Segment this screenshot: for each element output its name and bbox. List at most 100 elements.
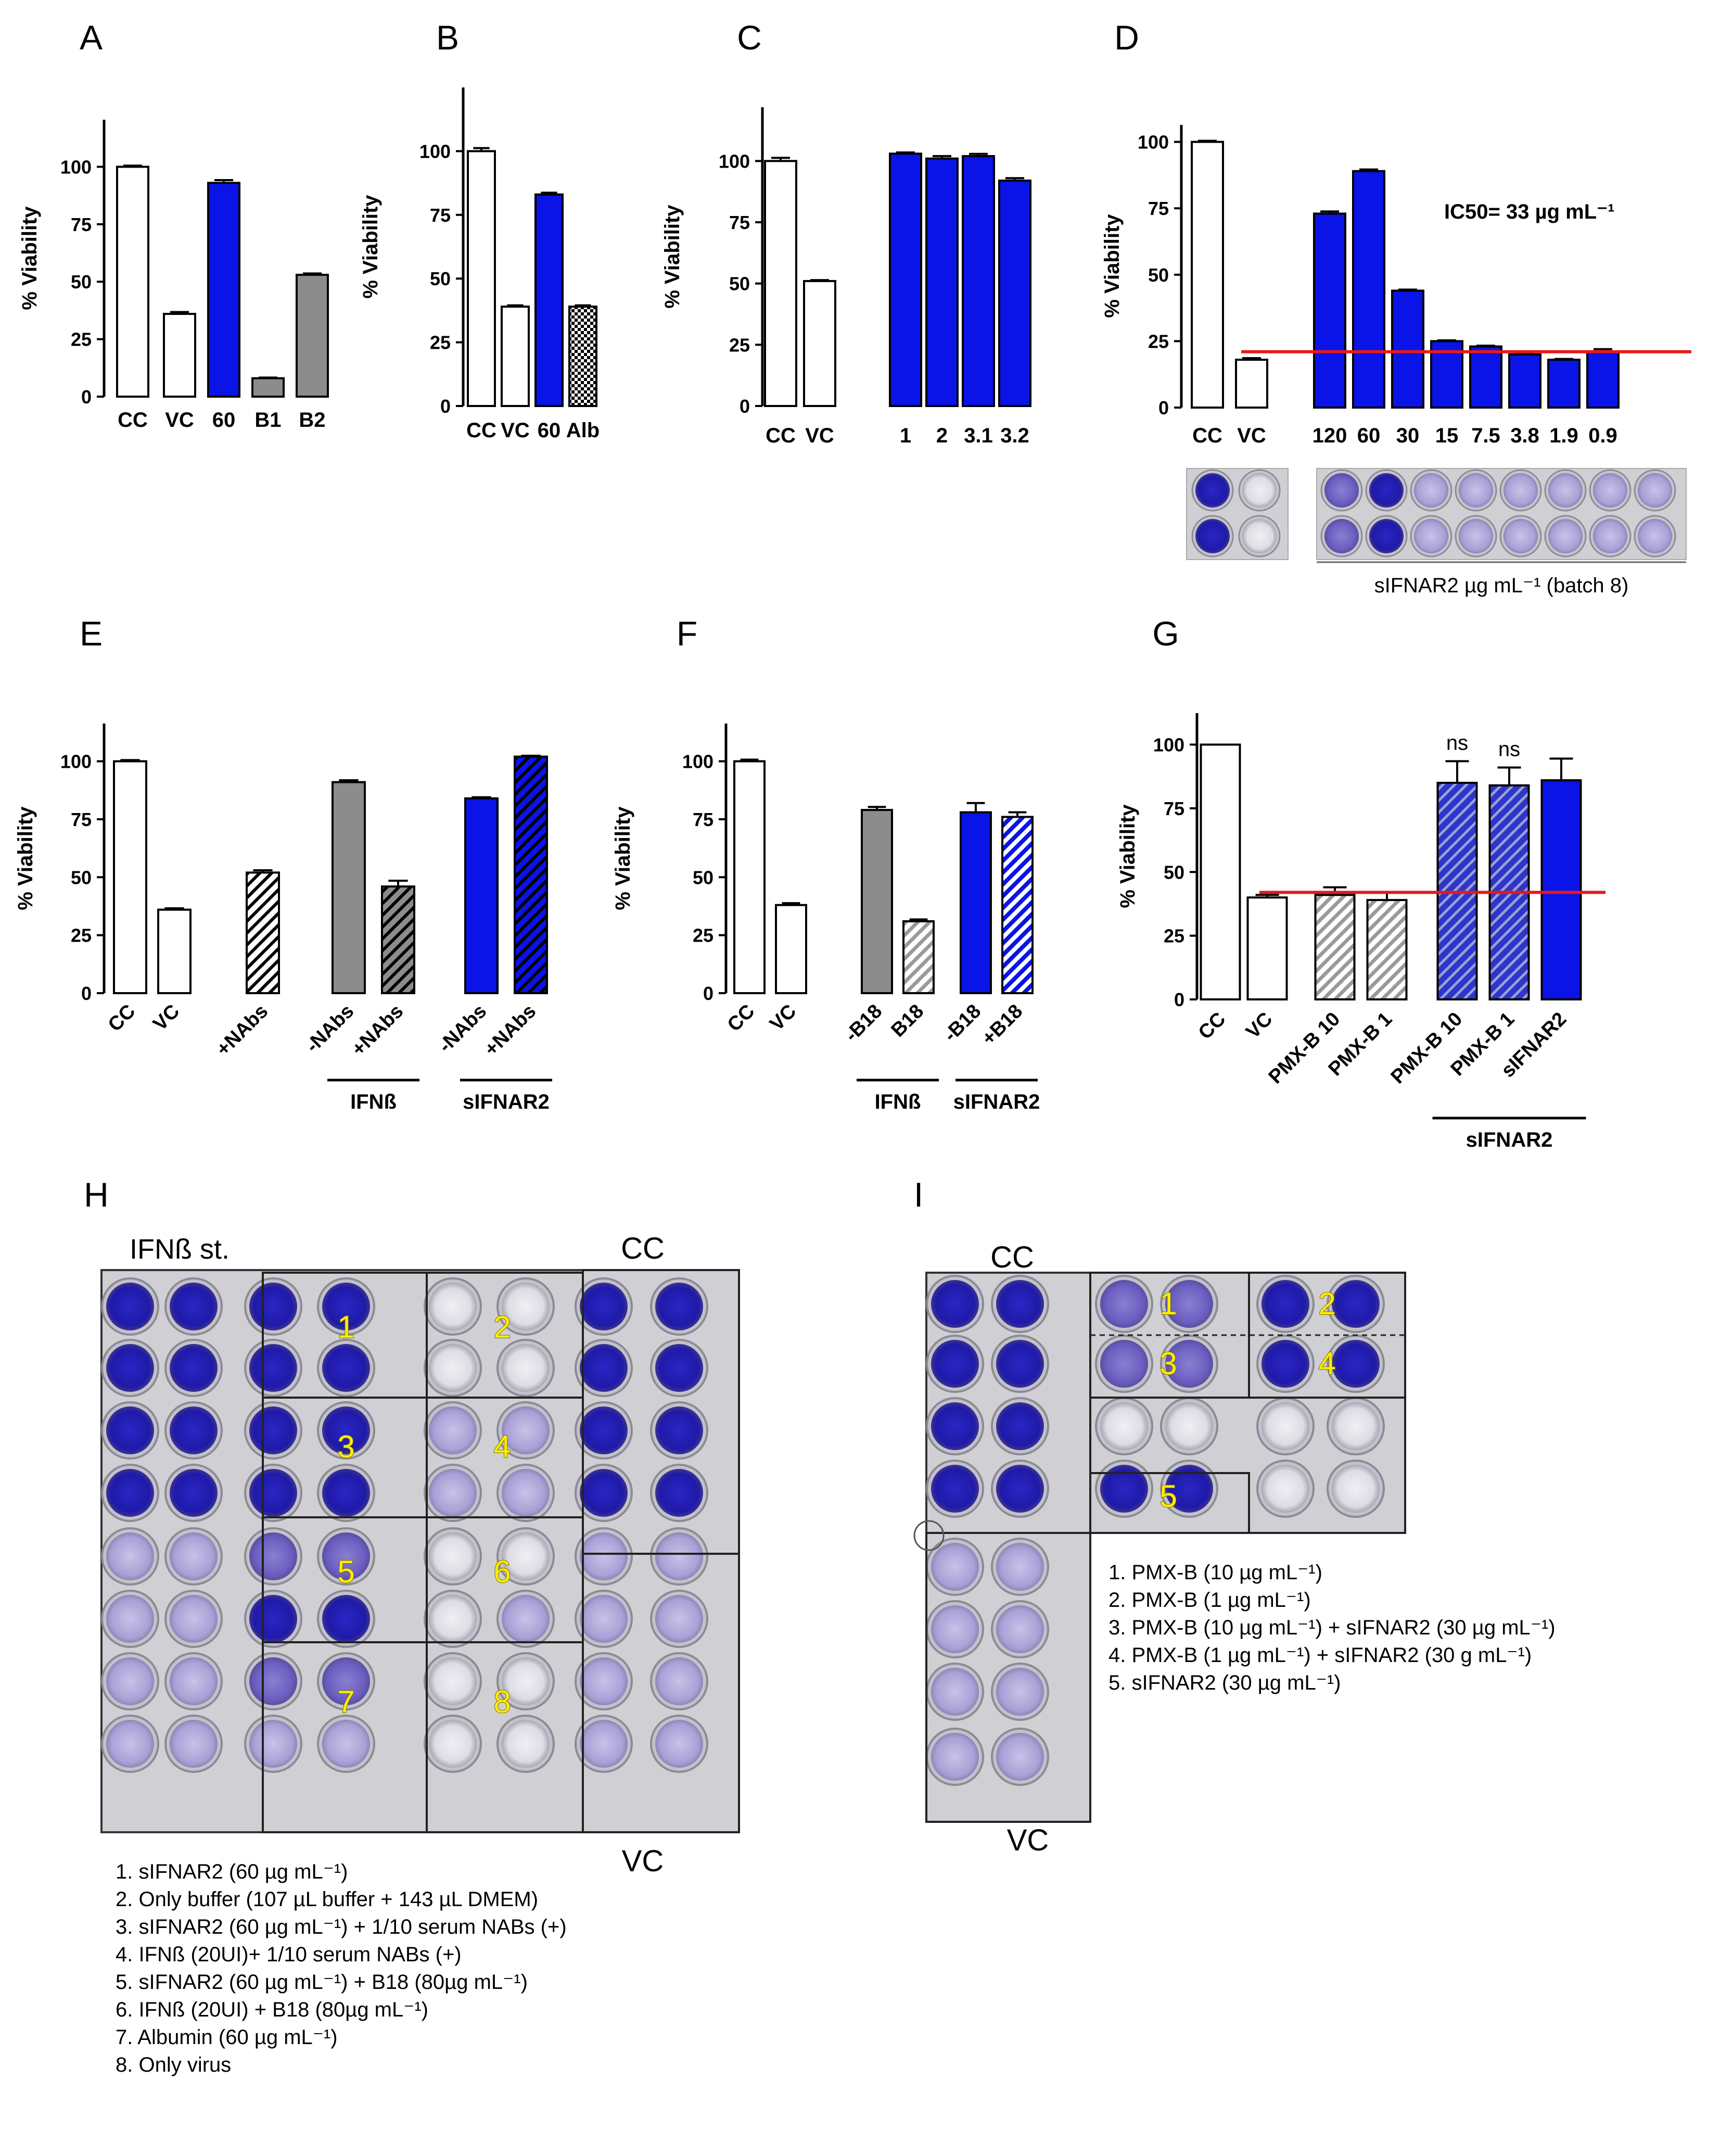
well-number: 4	[493, 1429, 511, 1464]
well	[1165, 1465, 1213, 1513]
group-label: sIFNAR2	[953, 1090, 1040, 1113]
well	[1242, 519, 1277, 553]
x-tick-label: CC	[1194, 1008, 1230, 1044]
x-tick-label: 2	[936, 424, 948, 447]
x-tick-label: B2	[299, 409, 325, 432]
well-number: 1	[337, 1310, 354, 1345]
legend-entry-h: 1. sIFNAR2 (60 µg mL⁻¹)	[116, 1860, 348, 1883]
x-tick-label: 1.9	[1549, 424, 1578, 447]
bar	[251, 377, 285, 398]
well	[1548, 519, 1583, 553]
well	[931, 1733, 979, 1781]
x-tick-label: B1	[254, 409, 281, 432]
bar	[116, 166, 149, 398]
well	[322, 1720, 370, 1768]
y-tick-label: 25	[430, 332, 451, 353]
plate-box	[925, 1532, 1091, 1823]
well	[429, 1406, 477, 1454]
bar	[163, 313, 196, 398]
x-tick-label: -NAbs	[435, 1000, 491, 1057]
well	[1100, 1465, 1148, 1513]
well	[655, 1720, 703, 1768]
x-tick-label: PMX-B 10	[1387, 1008, 1467, 1088]
well	[249, 1657, 297, 1705]
well	[106, 1406, 154, 1454]
group-label: IFNß	[875, 1090, 921, 1113]
x-tick-label: 3.2	[1000, 424, 1029, 447]
panel-letter: D	[1114, 18, 1139, 57]
bar	[803, 280, 836, 407]
bar	[467, 150, 496, 407]
x-tick-label: CC	[1192, 424, 1222, 447]
y-tick-label: 50	[693, 867, 713, 888]
y-tick-label: 100	[1138, 132, 1169, 153]
well	[322, 1283, 370, 1330]
well	[322, 1406, 370, 1454]
x-tick-label: 1	[900, 424, 911, 447]
legend-entry-h: 8. Only virus	[116, 2053, 232, 2076]
y-tick-label: 50	[729, 273, 750, 295]
bar	[1314, 894, 1356, 1001]
x-tick-label: -B18	[939, 1000, 985, 1046]
well	[106, 1283, 154, 1330]
well	[106, 1657, 154, 1705]
plate-label: IFNß st.	[130, 1234, 230, 1265]
legend-entry-i: 5. sIFNAR2 (30 µg mL⁻¹)	[1108, 1671, 1341, 1694]
well	[655, 1657, 703, 1705]
y-tick-label: 100	[60, 156, 92, 177]
x-tick-label: CC	[104, 1000, 140, 1036]
y-tick-label: 100	[419, 141, 451, 162]
y-axis-label: % Viability	[359, 195, 382, 299]
well-number: 6	[493, 1554, 511, 1589]
legend-entry-i: 4. PMX-B (1 µg mL⁻¹) + sIFNAR2 (30 g mL⁻…	[1108, 1644, 1532, 1667]
well	[1548, 473, 1583, 508]
well	[429, 1532, 477, 1580]
bar	[501, 306, 530, 408]
x-tick-label: 7.5	[1471, 424, 1500, 447]
y-tick-label: 100	[60, 751, 92, 772]
y-tick-label: 75	[1164, 798, 1184, 819]
x-tick-label: 3.1	[964, 424, 993, 447]
well	[580, 1595, 628, 1643]
y-axis-label: % Viability	[14, 806, 37, 910]
well	[1195, 473, 1230, 508]
y-tick-label: 0	[703, 983, 713, 1004]
well	[106, 1469, 154, 1517]
panel-letter: A	[80, 18, 103, 57]
x-tick-label: 0.9	[1588, 424, 1617, 447]
well	[170, 1720, 218, 1768]
plate-label: VC	[622, 1844, 664, 1878]
x-tick-label: CC	[723, 1000, 759, 1036]
x-tick-label: Alb	[566, 419, 600, 442]
y-tick-label: 25	[71, 329, 92, 350]
x-tick-label: +B18	[978, 1000, 1027, 1050]
well	[996, 1280, 1044, 1328]
well	[580, 1283, 628, 1330]
well	[1332, 1280, 1380, 1328]
well	[1100, 1402, 1148, 1450]
x-tick-label: VC	[165, 409, 194, 432]
legend-entry-h: 6. IFNß (20UI) + B18 (80µg mL⁻¹)	[116, 1998, 428, 2021]
well	[249, 1283, 297, 1330]
bar	[1540, 779, 1582, 1001]
legend-entry-h: 2. Only buffer (107 µL buffer + 143 µL D…	[116, 1888, 539, 1911]
x-tick-label: 3.8	[1510, 424, 1539, 447]
well	[1332, 1402, 1380, 1450]
well	[1261, 1340, 1309, 1388]
legend-entry-h: 4. IFNß (20UI)+ 1/10 serum NABs (+)	[116, 1943, 462, 1966]
well	[1324, 519, 1359, 553]
y-tick-label: 100	[1153, 734, 1184, 756]
bar	[568, 306, 597, 408]
well	[106, 1344, 154, 1392]
bar	[332, 781, 366, 994]
well	[170, 1657, 218, 1705]
x-tick-label: 15	[1435, 424, 1459, 447]
well	[655, 1532, 703, 1580]
well	[249, 1720, 297, 1768]
x-tick-label: +NAbs	[348, 1000, 408, 1061]
significance-label: ns	[1446, 731, 1468, 754]
well	[1414, 473, 1448, 508]
well	[502, 1283, 550, 1330]
well	[1332, 1340, 1380, 1388]
bar	[1200, 743, 1241, 1000]
